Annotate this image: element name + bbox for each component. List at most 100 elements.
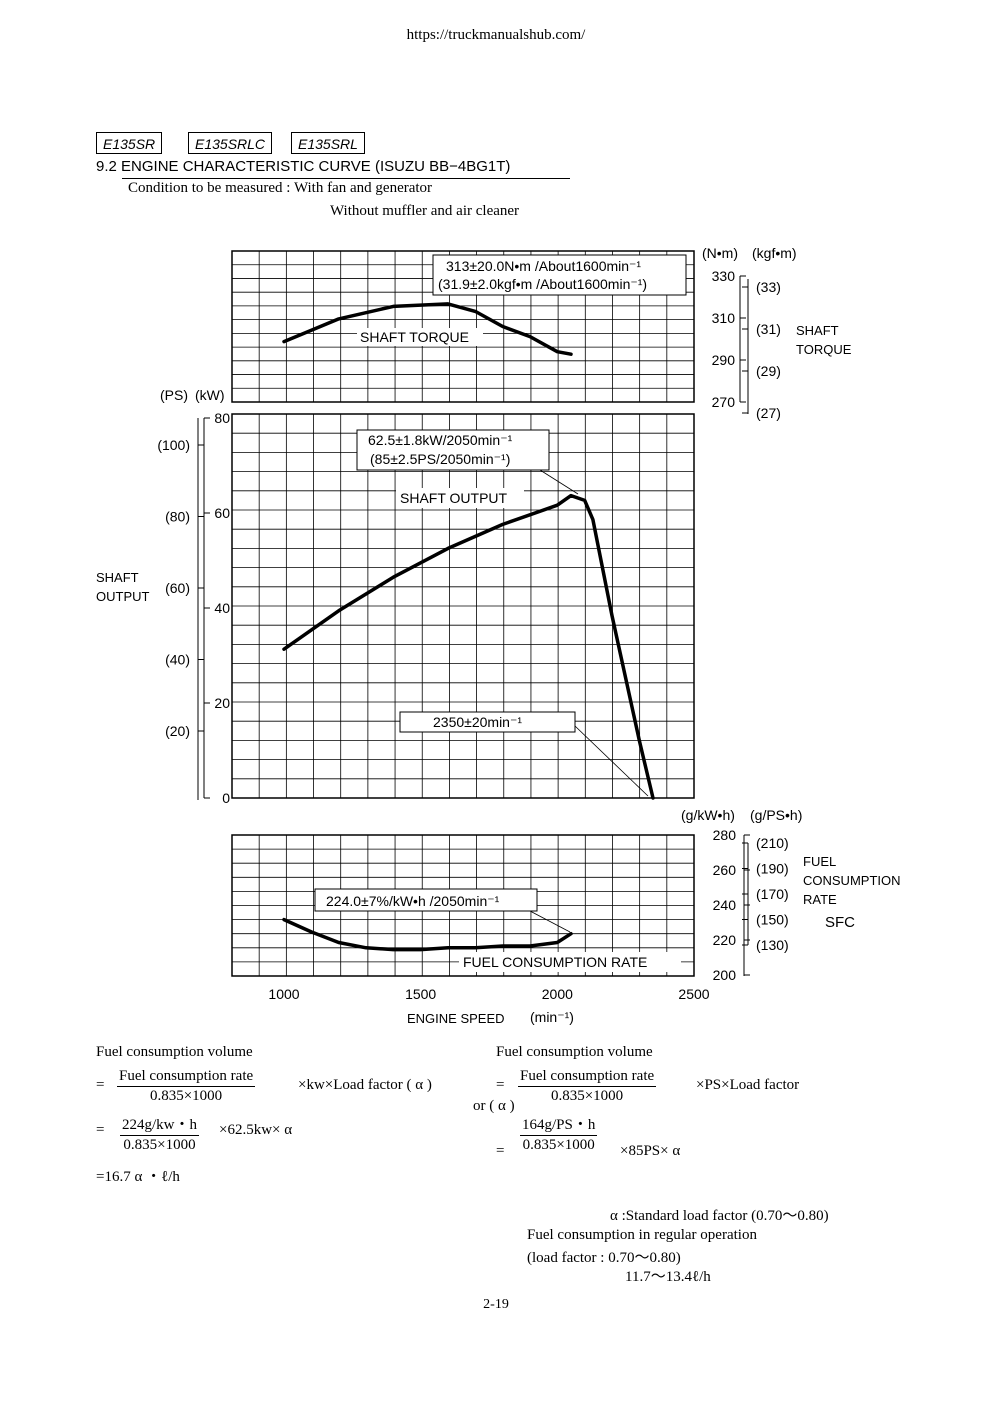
right-fraction-2: 164g/PS・h 0.835×1000	[520, 1113, 598, 1154]
left-fraction-1-den: 0.835×1000	[149, 1088, 223, 1104]
torque-curve-label: SHAFT TORQUE	[360, 329, 469, 345]
title-underline	[122, 178, 570, 179]
fuel-psh-tick-label: (190)	[756, 861, 789, 877]
torque-nm-tick-label: 270	[712, 394, 736, 410]
torque-nm-tick-label: 290	[712, 352, 736, 368]
right-tail-2: ×85PS× α	[620, 1143, 681, 1159]
output-ps-tick-label: (100)	[157, 437, 190, 453]
fuel-psh-tick-label: (130)	[756, 937, 789, 953]
model-tag-e135sr: E135SR	[96, 132, 163, 154]
fuel-side-label-4: SFC	[825, 914, 855, 931]
output-ps-tick-label: (20)	[165, 723, 190, 739]
torque-side-label-2: TORQUE	[796, 342, 852, 357]
output-side-label-1: SHAFT	[96, 570, 139, 585]
fuel-annotation: 224.0±7%/kW•h /2050min⁻¹	[326, 893, 500, 909]
torque-kgfm-tick-label: (29)	[756, 363, 781, 379]
x-tick-label: 2000	[542, 986, 573, 1002]
output-kw-tick-label: 40	[214, 600, 230, 616]
curve-fuel-consumption-rate	[282, 917, 573, 952]
torque-unit-nm: (N•m)	[702, 245, 738, 261]
right-eq-2: =	[496, 1143, 505, 1159]
panel-grid-1	[231, 413, 695, 799]
or-alpha-label: or ( α )	[473, 1098, 515, 1114]
output-ps-tick-label: (80)	[165, 509, 190, 525]
right-eq-1: =	[496, 1077, 505, 1093]
output-annotation-box	[356, 429, 550, 471]
torque-kgfm-tick-label: (31)	[756, 321, 781, 337]
fuel-annotation-leader	[529, 910, 571, 933]
output-kw-tick-label: 60	[214, 505, 230, 521]
torque-side-label-1: SHAFT	[796, 323, 839, 338]
output-annotation-leader	[539, 469, 579, 495]
fuel-side-label-2: CONSUMPTION	[803, 873, 901, 888]
left-tail-1: ×kw×Load factor ( α )	[298, 1077, 432, 1093]
fuel-axis-ticks: 280 260 240 220 200 (210) (190) (170) (150) (130)	[713, 827, 789, 983]
torque-kgfm-tick-label: (27)	[756, 405, 781, 421]
chart-curves	[282, 302, 655, 952]
torque-nm-tick-label: 330	[712, 268, 736, 284]
torque-nm-tick-label: 310	[712, 310, 736, 326]
torque-annotation-box	[432, 254, 687, 296]
output-ps-tick-label: (60)	[165, 580, 190, 596]
fuel-unit-psh: (g/PS•h)	[750, 807, 802, 823]
x-tick-label: 2500	[678, 986, 709, 1002]
output-curve-label: SHAFT OUTPUT	[400, 490, 508, 506]
left-result: =16.7 α ・ℓ/h	[96, 1169, 180, 1185]
torque-unit-kgfm: (kgf•m)	[752, 245, 797, 261]
torque-annotation-1: 313±20.0N•m /About1600min⁻¹	[446, 258, 641, 274]
right-fraction-2-den: 0.835×1000	[522, 1137, 595, 1153]
output-axis-ticks: 80 60 40 20 0 (100) (80) (60) (40) (20)	[157, 410, 230, 806]
page-number: 2-19	[483, 1297, 509, 1312]
output-unit-kw: (kW)	[195, 387, 225, 403]
fuel-kwh-tick-label: 200	[713, 967, 737, 983]
x-tick-label: 1500	[405, 986, 436, 1002]
left-eq-2: =	[96, 1122, 105, 1138]
left-fraction-2-den: 0.835×1000	[123, 1137, 196, 1153]
output-label-mask	[396, 488, 524, 508]
left-formula-heading: Fuel consumption volume	[96, 1044, 253, 1060]
right-tail-1: ×PS×Load factor	[696, 1077, 800, 1093]
right-fraction-1: Fuel consumption rate 0.835×1000	[518, 1068, 657, 1105]
fuel-kwh-tick-label: 280	[713, 827, 737, 843]
left-tail-2: ×62.5kw× α	[219, 1122, 293, 1138]
section-title: 9.2 ENGINE CHARACTERISTIC CURVE (ISUZU B…	[96, 158, 511, 175]
left-fraction-1-num: Fuel consumption rate	[117, 1068, 256, 1087]
left-eq-1: =	[96, 1077, 105, 1093]
right-fraction-2-num: 164g/PS・h	[520, 1113, 598, 1136]
output-side-label-2: OUTPUT	[96, 589, 150, 604]
fuel-unit-kwh: (g/kW•h)	[681, 807, 735, 823]
fuel-psh-tick-label: (210)	[756, 835, 789, 851]
condition-line-2: Without muffler and air cleaner	[330, 203, 520, 219]
output-ps-tick-label: (40)	[165, 652, 190, 668]
output-unit-ps: (PS)	[160, 387, 188, 403]
note-load-factor-range: (load factor : 0.70〜0.80)	[527, 1250, 681, 1266]
right-fraction-1-num: Fuel consumption rate	[518, 1068, 657, 1087]
fuel-side-label-1: FUEL	[803, 854, 836, 869]
fuel-curve-label: FUEL CONSUMPTION RATE	[463, 954, 647, 970]
source-url[interactable]: https://truckmanualshub.com/	[406, 27, 586, 43]
model-tag-e135srlc: E135SRLC	[188, 132, 273, 154]
left-fraction-2-num: 224g/kw・h	[120, 1113, 200, 1136]
chart-grids	[231, 250, 695, 977]
output-kw-tick-label: 0	[222, 790, 230, 806]
curve-shaft-output	[282, 493, 655, 800]
torque-label-mask	[357, 328, 483, 346]
note-consumption-range: 11.7〜13.4ℓ/h	[625, 1269, 711, 1285]
fuel-label-mask	[459, 952, 681, 972]
speed-annotation-box	[399, 711, 576, 733]
x-axis-unit: (min⁻¹)	[530, 1009, 574, 1025]
right-fraction-1-den: 0.835×1000	[550, 1088, 624, 1104]
x-axis-ticks: 1000 1500 2000 2500	[268, 986, 709, 1002]
x-axis-label: ENGINE SPEED	[407, 1011, 505, 1026]
condition-line-1: Condition to be measured : With fan and …	[128, 180, 433, 196]
note-load-factor: α :Standard load factor (0.70〜0.80)	[610, 1208, 829, 1224]
speed-annotation-leader	[574, 725, 649, 797]
fuel-side-label-3: RATE	[803, 892, 837, 907]
torque-kgfm-tick-label: (33)	[756, 279, 781, 295]
fuel-kwh-tick-label: 240	[713, 897, 737, 913]
fuel-annotation-box	[314, 888, 538, 912]
panel-frame-0	[231, 250, 695, 403]
output-annotation-2: (85±2.5PS/2050min⁻¹)	[370, 451, 510, 467]
fuel-kwh-tick-label: 220	[713, 932, 737, 948]
output-kw-tick-label: 80	[214, 410, 230, 426]
